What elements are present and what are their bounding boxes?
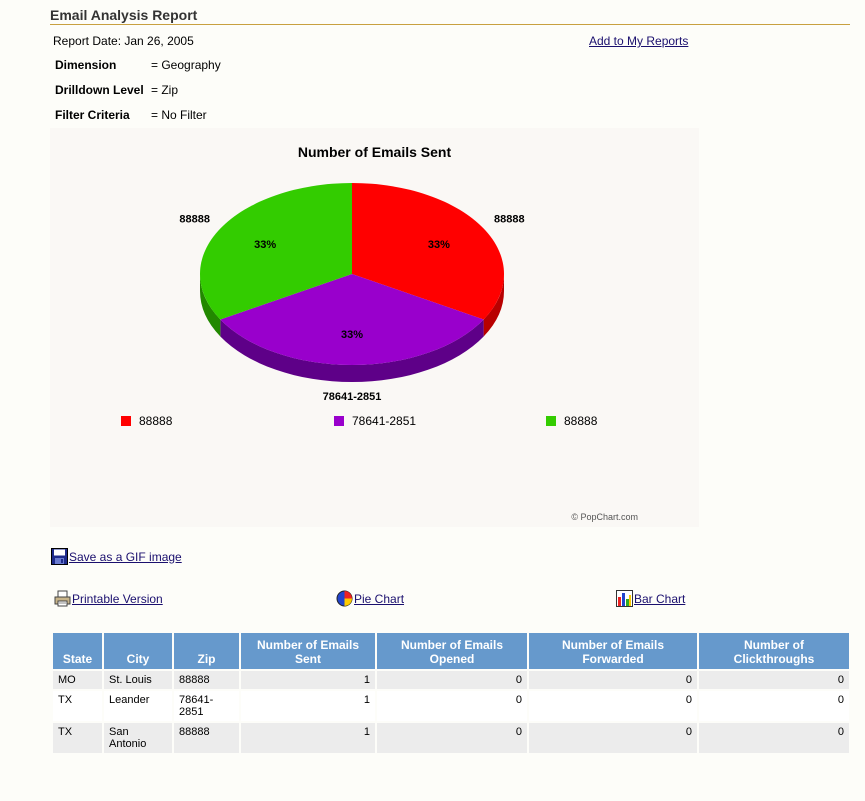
pie-slice [352, 183, 504, 320]
legend-item: 78641-2851 [334, 414, 416, 428]
pie-slice-side [200, 274, 221, 337]
pie-percent-label: 33% [428, 239, 450, 251]
column-header: State [53, 633, 102, 669]
cell-city: St. Louis [104, 671, 172, 689]
cell-state: TX [53, 691, 102, 721]
pie-chart-action[interactable]: Pie Chart [336, 590, 404, 607]
drilldown-label: Drilldown Level [55, 83, 144, 97]
add-to-my-reports-link[interactable]: Add to My Reports [589, 34, 689, 48]
column-header: Number of Emails Sent [241, 633, 375, 669]
table-row: TX San Antonio 88888 1 0 0 0 [53, 723, 849, 753]
pie-chart: 33% 88888 33% 78641-2851 33% 88888 [179, 183, 525, 403]
chart-title: Number of Emails Sent [297, 144, 452, 160]
drilldown-value: = Zip [151, 83, 179, 97]
pie-slice-label: 78641-2851 [323, 391, 382, 403]
cell-clickthroughs: 0 [699, 671, 849, 689]
pie-slice [199, 183, 352, 320]
legend-item: 88888 [121, 414, 172, 428]
filter-value: = No Filter [151, 108, 207, 122]
legend-swatch [334, 416, 344, 426]
cell-sent: 1 [241, 723, 375, 753]
floppy-disk-icon [51, 548, 68, 565]
bar-chart-action[interactable]: Bar Chart [616, 590, 685, 607]
cell-clickthroughs: 0 [699, 691, 849, 721]
table-row: TX Leander 78641-2851 1 0 0 0 [53, 691, 849, 721]
cell-opened: 0 [377, 671, 527, 689]
cell-sent: 1 [241, 691, 375, 721]
legend-label: 78641-2851 [352, 414, 417, 428]
bar-chart-link[interactable]: Bar Chart [634, 591, 686, 606]
cell-zip: 88888 [174, 723, 239, 753]
cell-forwarded: 0 [529, 671, 697, 689]
emails-table: State City Zip Number of Emails Sent Num… [51, 631, 851, 755]
printer-icon [54, 590, 71, 607]
report-date: Report Date: Jan 26, 2005 [53, 34, 194, 48]
pie-slice-label: 88888 [494, 214, 525, 226]
legend-swatch [121, 416, 131, 426]
page-title: Email Analysis Report [50, 7, 850, 25]
cell-sent: 1 [241, 671, 375, 689]
pie-percent-label: 33% [341, 329, 363, 341]
cell-zip: 78641-2851 [174, 691, 239, 721]
dimension-value: = Geography [151, 58, 221, 72]
cell-forwarded: 0 [529, 691, 697, 721]
cell-state: TX [53, 723, 102, 753]
pie-percent-label: 33% [254, 239, 276, 251]
legend-label: 88888 [139, 414, 173, 428]
bar-chart-icon [616, 590, 633, 607]
pie-chart-icon [336, 590, 353, 607]
table-row: MO St. Louis 88888 1 0 0 0 [53, 671, 849, 689]
save-gif-link[interactable]: Save as a GIF image [69, 549, 182, 564]
cell-city: Leander [104, 691, 172, 721]
cell-opened: 0 [377, 691, 527, 721]
legend-item: 88888 [546, 414, 597, 428]
pie-chart-panel: Number of Emails Sent 33% 88888 33% 78641-2… [50, 128, 699, 527]
filter-label: Filter Criteria [55, 108, 130, 122]
cell-clickthroughs: 0 [699, 723, 849, 753]
column-header: Zip [174, 633, 239, 669]
pie-slice-side [220, 319, 484, 382]
cell-forwarded: 0 [529, 723, 697, 753]
printable-version-link[interactable]: Printable Version [72, 591, 163, 606]
cell-opened: 0 [377, 723, 527, 753]
column-header: Number of Clickthroughs [699, 633, 849, 669]
legend-label: 88888 [564, 414, 598, 428]
pie-chart-link[interactable]: Pie Chart [354, 591, 405, 606]
legend-swatch [546, 416, 556, 426]
column-header: City [104, 633, 172, 669]
printable-version-action[interactable]: Printable Version [54, 590, 163, 607]
dimension-label: Dimension [55, 58, 117, 72]
save-gif-action[interactable]: Save as a GIF image [51, 548, 182, 565]
column-header: Number of Emails Opened [377, 633, 527, 669]
column-header: Number of Emails Forwarded [529, 633, 697, 669]
pie-slice-side [483, 274, 504, 337]
cell-state: MO [53, 671, 102, 689]
table-header-row: State City Zip Number of Emails Sent Num… [53, 633, 849, 669]
cell-zip: 88888 [174, 671, 239, 689]
pie-slice-label: 88888 [179, 214, 210, 226]
chart-watermark: © PopChart.com [571, 512, 638, 522]
cell-city: San Antonio [104, 723, 172, 753]
